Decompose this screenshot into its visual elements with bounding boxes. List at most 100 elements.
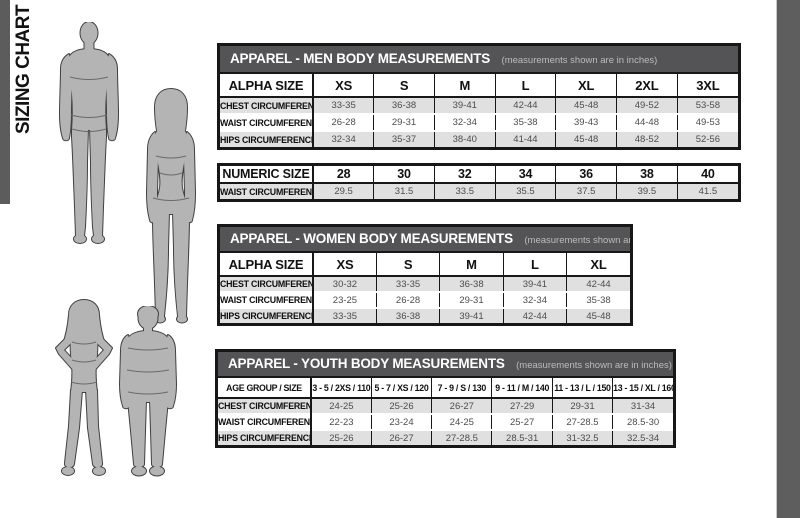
measurement-value: 33-35 xyxy=(311,307,377,323)
measurement-value: 39-41 xyxy=(439,307,504,323)
man-silhouette-icon xyxy=(59,22,119,244)
measurement-value: 28.5-31 xyxy=(491,429,553,445)
row-label: CHEST CIRCUMFERENCE xyxy=(220,276,313,292)
men-table-grid: ALPHA SIZE XS S M L XL 2XL 3XL CHEST CIRCUMFEREN… xyxy=(220,74,738,147)
men-measurements-table: APPAREL - MEN BODY MEASUREMENTS (measure… xyxy=(217,43,741,150)
measurement-value: 44-48 xyxy=(616,113,678,131)
measurement-value: 45-48 xyxy=(555,130,617,147)
measurement-value: 36-38 xyxy=(375,307,440,323)
row-group-header: ALPHA SIZE xyxy=(220,74,313,98)
measurement-value: 39-41 xyxy=(433,97,496,114)
row-label: HIPS CIRCUMFERENCE xyxy=(220,130,313,147)
row-label: WAIST CIRCUMFERENCE xyxy=(220,183,313,199)
measurement-value: 36-38 xyxy=(373,97,435,114)
youth-table-title: APPAREL - YOUTH BODY MEASUREMENTS xyxy=(228,356,505,371)
size-column-header: XL xyxy=(555,74,617,98)
men-table-title-bar: APPAREL - MEN BODY MEASUREMENTS (measure… xyxy=(220,46,738,74)
measurement-value: 33-35 xyxy=(375,276,440,292)
measurement-value: 42-44 xyxy=(494,97,556,114)
table-row: WAIST CIRCUMFERENCE26-2829-3132-3435-383… xyxy=(220,113,738,131)
measurement-value: 26-27 xyxy=(431,398,492,414)
women-measurements-table: APPAREL - WOMEN BODY MEASUREMENTS (measu… xyxy=(217,224,633,326)
measurement-value: 29-31 xyxy=(551,398,613,414)
measurement-value: 35-38 xyxy=(566,291,630,308)
size-column-header: XL xyxy=(566,253,630,277)
measurement-value: 23-25 xyxy=(311,291,377,308)
measurement-value: 39-43 xyxy=(555,113,617,131)
table-row: HIPS CIRCUMFERENCE 32-34 35-37 38-40 41-44 45… xyxy=(220,130,738,147)
size-column-header: 11 - 13 / L / 150 xyxy=(551,378,613,399)
measurement-value: 48-52 xyxy=(616,130,678,147)
measurement-value: 45-48 xyxy=(566,307,630,323)
measurement-value: 45-48 xyxy=(555,97,617,114)
measurement-value: 27-29 xyxy=(491,398,553,414)
measurement-value: 32-34 xyxy=(433,113,496,131)
size-column-header: L xyxy=(494,74,556,98)
measurement-value: 32-34 xyxy=(312,130,374,147)
youth-measurements-table: APPAREL - YOUTH BODY MEASUREMENTS (measu… xyxy=(215,349,676,448)
women-table-subtitle: (measurements shown are in inches) xyxy=(524,235,630,246)
measurement-value: 37.5 xyxy=(555,183,617,199)
men-numeric-size-table: NUMERIC SIZE 28 30 32 34 36 38 40 WAIST CIRCUMFE… xyxy=(217,163,741,202)
measurement-value: 52-56 xyxy=(676,130,738,147)
measurement-value: 27-28.5 xyxy=(551,413,613,430)
girl-silhouette-icon xyxy=(55,299,113,476)
size-column-header: 34 xyxy=(494,166,556,184)
measurement-value: 25-27 xyxy=(491,413,553,430)
measurement-value: 30-32 xyxy=(311,276,377,292)
size-column-header: 13 - 15 / XL / 160 xyxy=(612,378,673,399)
size-column-header: 3 - 5 / 2XS / 110 xyxy=(309,378,372,399)
table-row: WAIST CIRCUMFERENCE29.531.533.535.537.53… xyxy=(220,183,738,199)
row-label: WAIST CIRCUMFERENCE xyxy=(220,113,313,131)
table-row: HIPS CIRCUMFERENCE 33-35 36-38 39-41 42-44 45… xyxy=(220,307,630,323)
size-column-header: 9 - 11 / M / 140 xyxy=(491,378,553,399)
measurement-value: 27-28.5 xyxy=(431,429,492,445)
measurement-value: 41.5 xyxy=(676,183,738,199)
measurement-value: 31-34 xyxy=(612,398,673,414)
measurement-value: 42-44 xyxy=(502,307,567,323)
measurement-value: 38-40 xyxy=(433,130,496,147)
row-group-header: ALPHA SIZE xyxy=(220,253,313,277)
table-row: CHEST CIRCUMFERENCE30-3233-3536-3839-414… xyxy=(220,276,630,292)
size-column-header: 38 xyxy=(616,166,678,184)
size-column-header: 32 xyxy=(433,166,496,184)
measurement-value: 33.5 xyxy=(433,183,496,199)
measurement-value: 33-35 xyxy=(312,97,374,114)
measurement-value: 29.5 xyxy=(312,183,374,199)
row-label: CHEST CIRCUMFERENCE xyxy=(220,97,313,114)
measurement-value: 29-31 xyxy=(439,291,504,308)
row-label: HIPS CIRCUMFERENCE xyxy=(218,429,311,445)
size-column-header: 36 xyxy=(555,166,617,184)
size-column-header: M xyxy=(439,253,504,277)
size-column-header: 30 xyxy=(373,166,435,184)
size-column-header: 28 xyxy=(312,166,374,184)
women-table-title: APPAREL - WOMEN BODY MEASUREMENTS xyxy=(230,231,513,246)
measurement-value: 35.5 xyxy=(494,183,556,199)
size-column-header: L xyxy=(502,253,567,277)
page-title: SIZING CHART xyxy=(13,4,34,134)
table-row: CHEST CIRCUMFERENCE33-3536-3839-4142-444… xyxy=(220,97,738,114)
table-row: CHEST CIRCUMFERENCE24-2525-2626-2727-292… xyxy=(218,398,673,414)
size-column-header: 7 - 9 / S / 130 xyxy=(431,378,492,399)
men-numeric-grid: NUMERIC SIZE 28 30 32 34 36 38 40 WAIST CIRCUMFE… xyxy=(220,166,738,199)
row-group-header: AGE GROUP / SIZE xyxy=(218,378,311,399)
measurement-value: 25-26 xyxy=(370,398,432,414)
size-column-header: XS xyxy=(312,74,374,98)
measurement-value: 32-34 xyxy=(502,291,567,308)
measurement-value: 29-31 xyxy=(373,113,435,131)
row-label: WAIST CIRCUMFERENCE xyxy=(218,413,311,430)
table-row: WAIST CIRCUMFERENCE22-2323-2424-2525-272… xyxy=(218,413,673,430)
row-label: HIPS CIRCUMFERENCE xyxy=(220,307,313,323)
measurement-value: 31-32.5 xyxy=(551,429,613,445)
measurement-value: 23-24 xyxy=(370,413,432,430)
measurement-value: 24-25 xyxy=(431,413,492,430)
size-column-header: XS xyxy=(311,253,377,277)
measurement-value: 28.5-30 xyxy=(612,413,673,430)
measurement-value: 35-37 xyxy=(373,130,435,147)
right-accent-bar xyxy=(776,0,800,518)
measurement-value: 35-38 xyxy=(494,113,556,131)
men-table-title: APPAREL - MEN BODY MEASUREMENTS xyxy=(230,51,491,66)
row-label: CHEST CIRCUMFERENCE xyxy=(218,398,311,414)
size-column-header: S xyxy=(375,253,440,277)
